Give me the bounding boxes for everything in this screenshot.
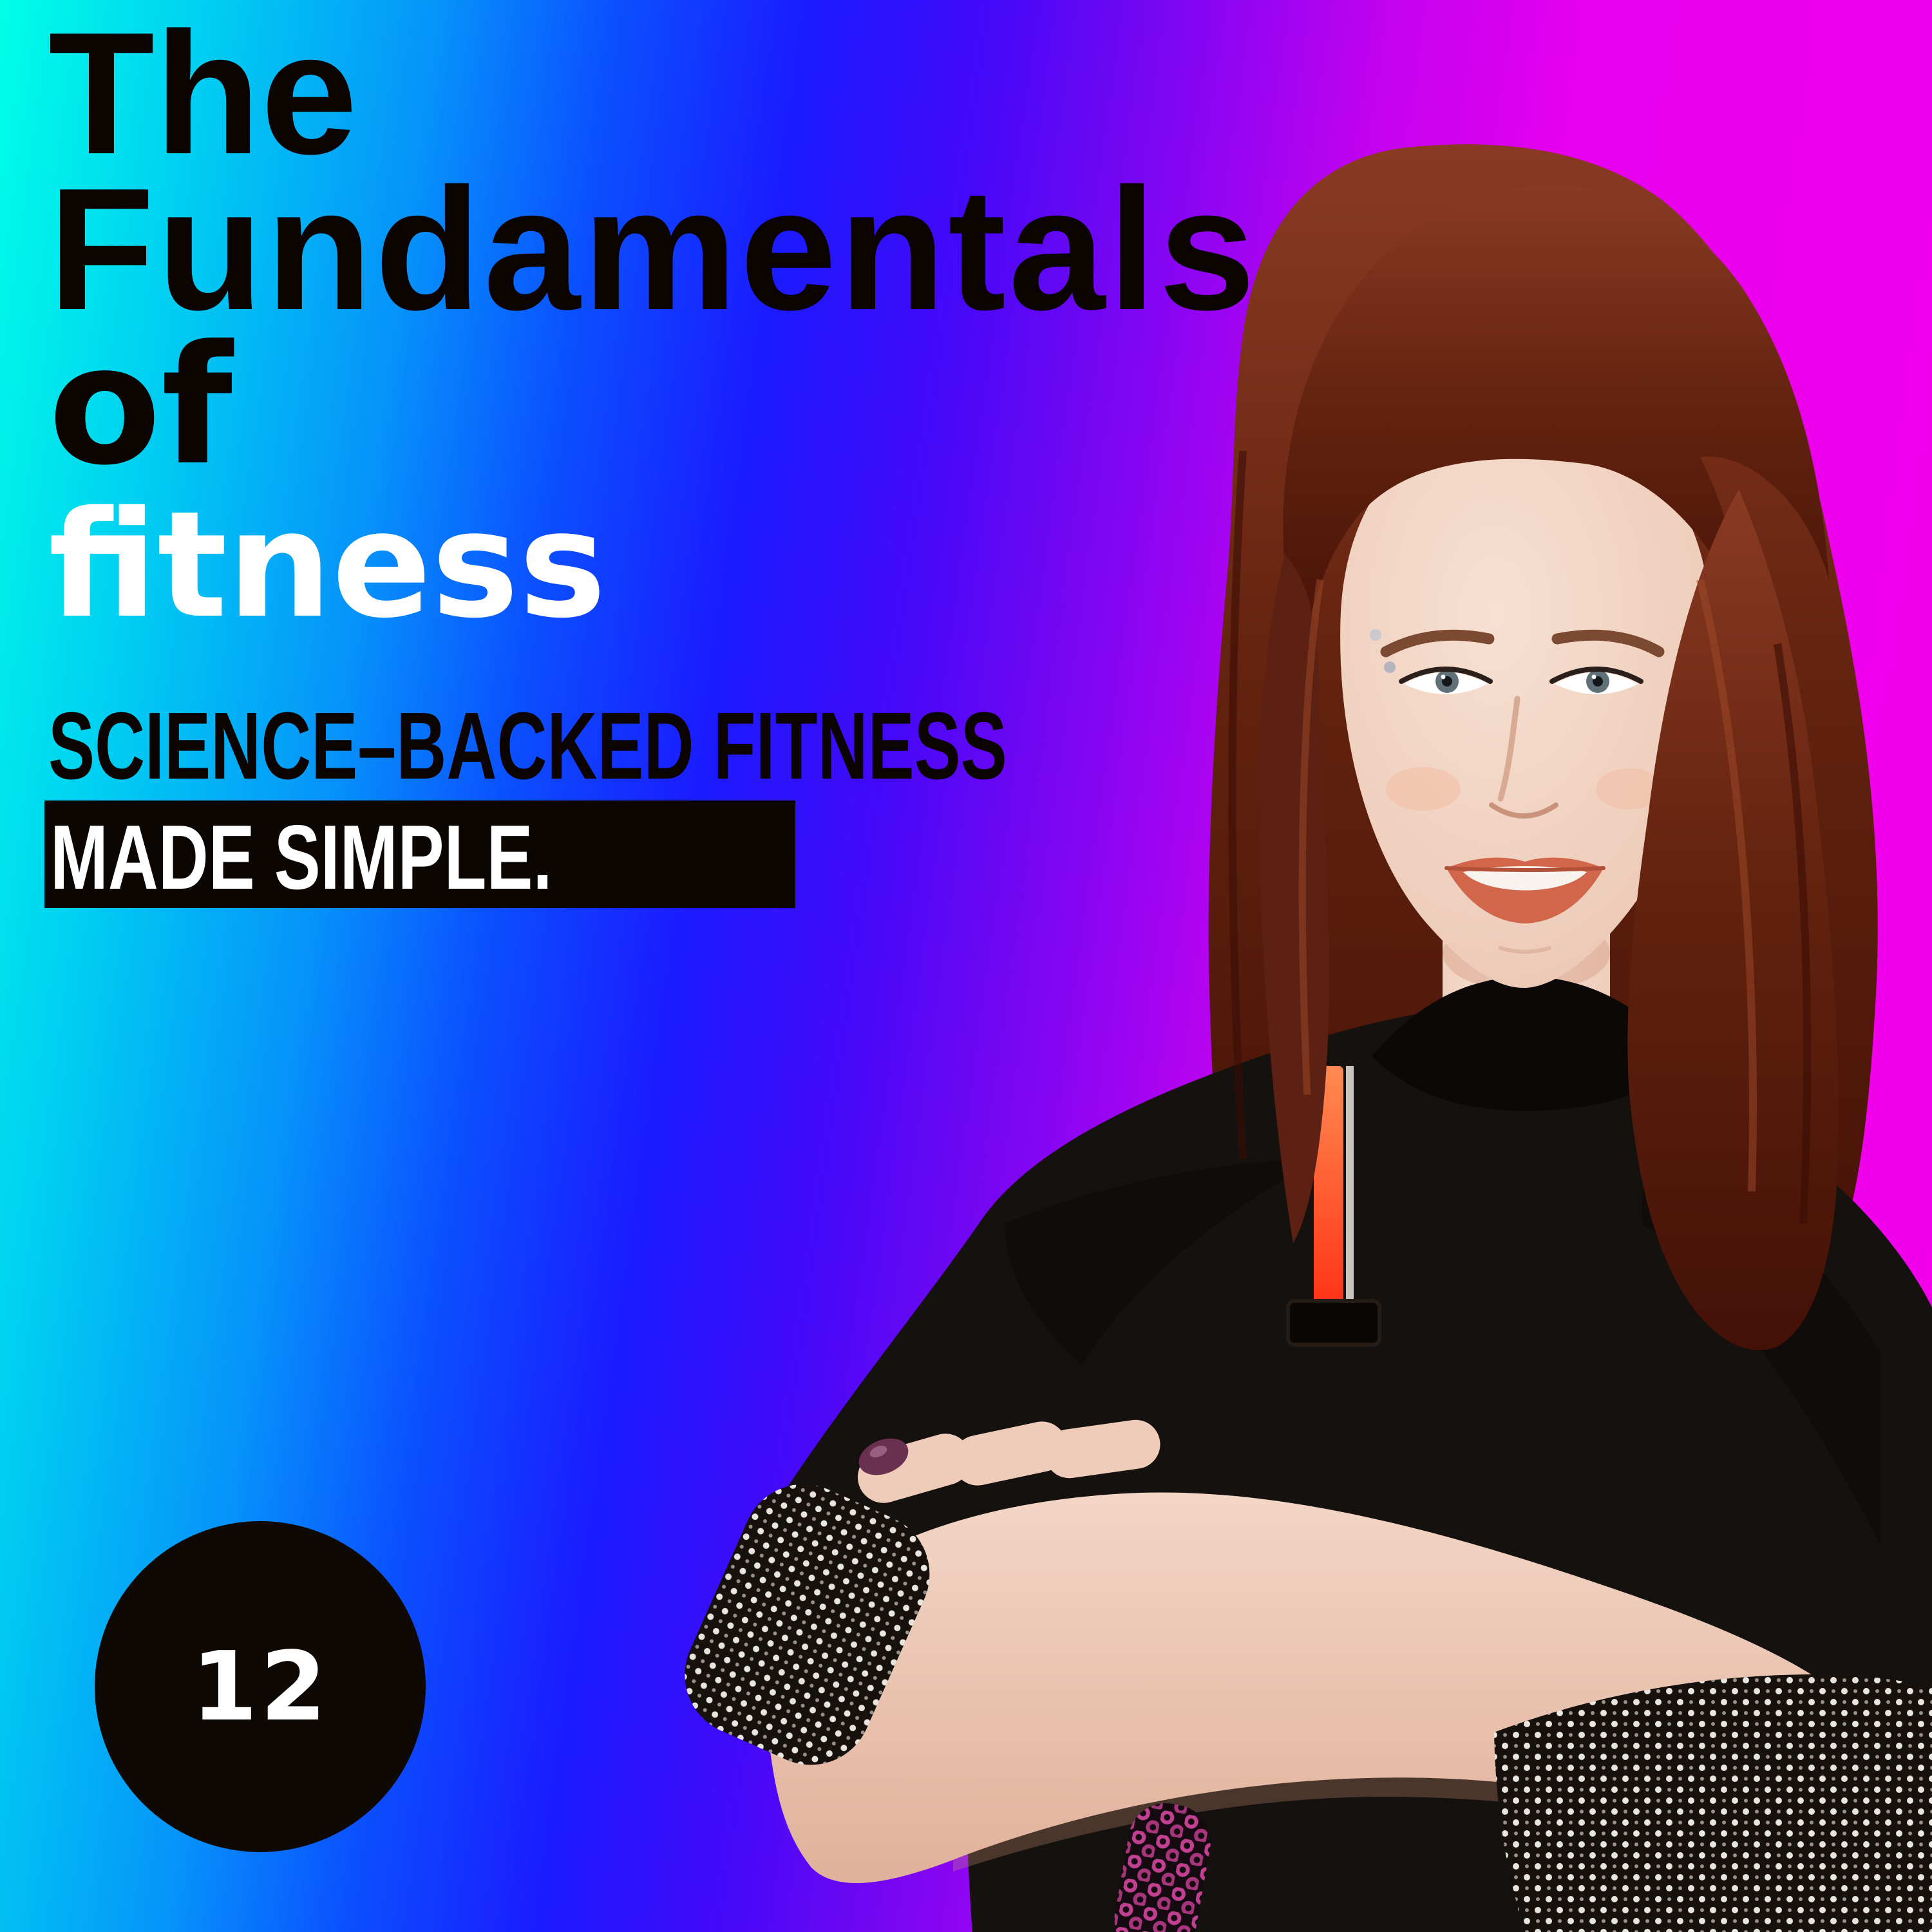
blush-left [1386, 767, 1461, 811]
tagline-bar [44, 800, 795, 908]
tagline-line2: MADE SIMPLE. [50, 806, 553, 909]
sleeve-cuff-left [685, 1484, 930, 1765]
blush-right [1596, 768, 1663, 810]
tagline-line1: SCIENCE–BACKED FITNESS [48, 693, 1007, 799]
painted-nail [858, 1438, 909, 1475]
eyebrow-piercing-top [1370, 629, 1381, 641]
sleeve-cuff-right [1494, 1674, 1932, 1932]
chin-crease [1499, 946, 1551, 954]
collar-zipper [1286, 976, 1687, 1347]
nose [1489, 696, 1558, 819]
title-line-fundamentals: Fundamentals [48, 153, 1258, 346]
episode-badge: 12 [95, 1521, 426, 1852]
wristband [1114, 1803, 1211, 1932]
eye-right [1549, 667, 1643, 694]
title-line-the: The [48, 0, 358, 191]
eyebrow-right [1551, 629, 1665, 658]
title-line-fitness: fitness [48, 479, 607, 650]
hand-fingers [857, 1419, 1160, 1503]
eyebrow-left [1380, 629, 1495, 658]
mouth [1444, 857, 1605, 923]
episode-number: 12 [191, 1631, 329, 1742]
eyebrow-piercing-bottom [1384, 661, 1396, 673]
hair-front [1228, 185, 1839, 1350]
title-line-of: of [48, 310, 233, 502]
eye-left [1399, 667, 1493, 694]
face [1340, 413, 1711, 988]
